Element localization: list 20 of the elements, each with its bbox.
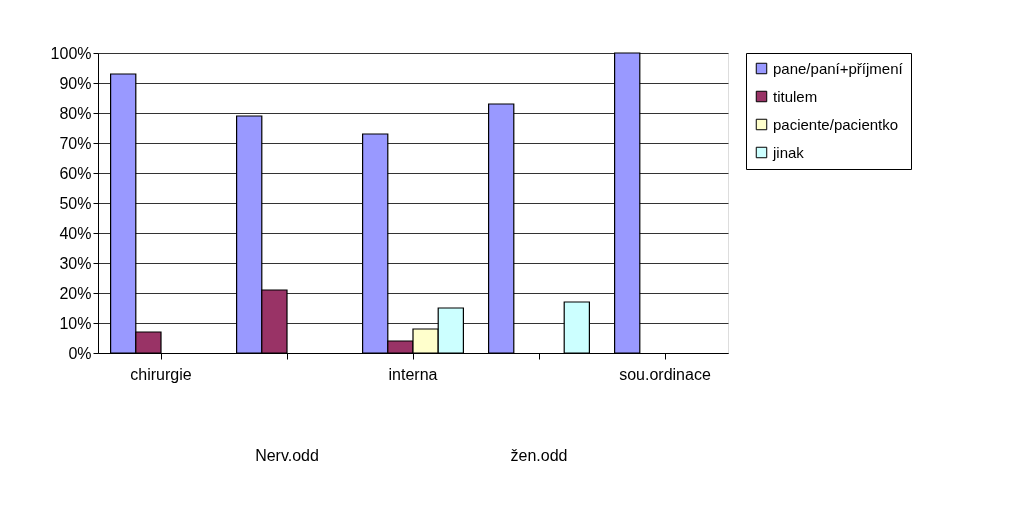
y-tick-label: 40%: [59, 224, 92, 242]
y-tick-label: 10%: [59, 314, 92, 332]
y-tick-label: 50%: [59, 194, 92, 212]
x-tick-label: sou.ordinace: [619, 366, 711, 383]
legend-label: pane/paní+příjmení: [773, 59, 904, 77]
y-tick-label: 70%: [59, 134, 92, 152]
y-tick-label: 30%: [59, 254, 92, 272]
y-tick-label: 0%: [68, 344, 92, 362]
legend-label: jinak: [772, 143, 805, 161]
y-tick-label: 60%: [59, 164, 92, 182]
y-tick-label: 90%: [59, 74, 92, 92]
y-tick-label: 100%: [50, 44, 92, 62]
legend-label: paciente/pacientko: [773, 115, 899, 133]
x-tick-label: chirurgie: [130, 366, 192, 383]
y-tick-label: 80%: [59, 104, 92, 122]
legend-label: titulem: [773, 87, 818, 105]
y-tick-label: 20%: [59, 284, 92, 302]
x-tick-label: Nerv.odd: [255, 447, 319, 464]
x-tick-label: žen.odd: [510, 447, 568, 464]
x-tick-label: interna: [388, 366, 438, 383]
